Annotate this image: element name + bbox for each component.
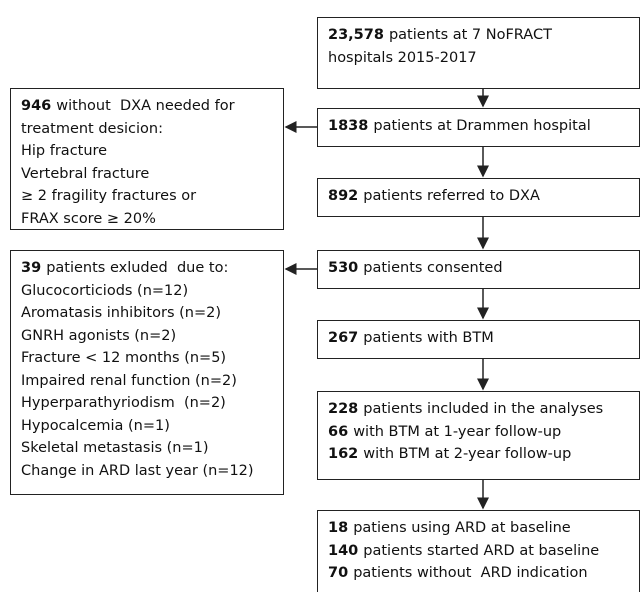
label: Vertebral fracture xyxy=(21,165,150,182)
label: Hip fracture xyxy=(21,143,108,159)
box-line: 162 with BTM at 2-year follow-up xyxy=(328,443,639,466)
label: with BTM at 1-year follow-up xyxy=(353,423,562,440)
label: Skeletal metastasis (n=1) xyxy=(21,440,209,456)
count: 267 xyxy=(328,330,359,346)
box-line: ≥ 2 fragility fractures or xyxy=(21,185,283,208)
label: with BTM at 2-year follow-up xyxy=(363,446,572,462)
box-line: 892 patients referred to DXA xyxy=(328,185,639,208)
count: 39 xyxy=(21,260,42,276)
label: without DXA needed for xyxy=(56,98,235,114)
count: 892 xyxy=(328,188,359,204)
box-line: Vertebral fracture xyxy=(21,163,283,186)
flow-box: 18 patiens using ARD at baseline 140 patien… xyxy=(317,510,640,592)
box-line: 267 patients with BTM xyxy=(328,327,639,350)
box-line: 23,578 patients at 7 NoFRACT xyxy=(328,24,639,47)
box-line: 140 patients started ARD at baseline xyxy=(328,540,639,563)
flow-box: 267 patients with BTM xyxy=(317,320,640,359)
label: patients at Drammen hospital xyxy=(373,118,591,134)
flow-box: 228 patients included in the analyses 66 wi… xyxy=(317,391,640,480)
label: patients without ARD indication xyxy=(353,565,588,581)
label: treatment desicion: xyxy=(21,120,164,137)
box-line: 70 patients without ARD indication xyxy=(328,562,639,585)
box-line: Fracture < 12 months (n=5) xyxy=(21,347,283,370)
count: 140 xyxy=(328,542,359,559)
label: patiens using ARD at baseline xyxy=(353,520,571,536)
label: ≥ 2 fragility fractures or xyxy=(21,188,197,204)
count: 162 xyxy=(328,446,359,462)
box-line: Glucocorticiods (n=12) xyxy=(21,280,283,303)
count: 530 xyxy=(328,260,359,276)
flow-box: 530 patients consented xyxy=(317,250,640,289)
label: Glucocorticiods (n=12) xyxy=(21,282,189,299)
flow-box: 23,578 patients at 7 NoFRACT hospitals 201… xyxy=(317,17,640,89)
flow-box: 1838 patients at Drammen hospital xyxy=(317,108,640,147)
box-line: 39 patients exluded due to: xyxy=(21,257,283,280)
label: patients started ARD at baseline xyxy=(363,542,600,559)
box-line: GNRH agonists (n=2) xyxy=(21,325,283,348)
count: 946 xyxy=(21,98,52,114)
box-line: hospitals 2015-2017 xyxy=(328,47,639,70)
count: 70 xyxy=(328,565,349,581)
label: patients referred to DXA xyxy=(363,188,540,204)
label: GNRH agonists (n=2) xyxy=(21,327,177,344)
label: patients with BTM xyxy=(363,330,494,346)
label: Fracture < 12 months (n=5) xyxy=(21,350,227,366)
box-line: 946 without DXA needed for xyxy=(21,95,283,118)
label: Change in ARD last year (n=12) xyxy=(21,462,254,479)
count: 228 xyxy=(328,401,359,417)
box-line: Hypocalcemia (n=1) xyxy=(21,415,283,438)
label: FRAX score ≥ 20% xyxy=(21,210,156,227)
box-line: Skeletal metastasis (n=1) xyxy=(21,437,283,460)
label: Impaired renal function (n=2) xyxy=(21,372,237,389)
box-line: 1838 patients at Drammen hospital xyxy=(328,115,639,138)
arrow-group xyxy=(284,89,489,510)
box-line: 18 patiens using ARD at baseline xyxy=(328,517,639,540)
flow-box: 39 patients exluded due to: Glucocorticiod… xyxy=(10,250,284,495)
count: 1838 xyxy=(328,118,369,134)
flow-box: 892 patients referred to DXA xyxy=(317,178,640,217)
label: Aromatasis inhibitors (n=2) xyxy=(21,305,221,321)
count: 18 xyxy=(328,520,349,536)
box-line: treatment desicion: xyxy=(21,118,283,141)
box-line: FRAX score ≥ 20% xyxy=(21,208,283,230)
flow-box: 946 without DXA needed for treatment desic… xyxy=(10,88,284,230)
label: Hyperparathyriodism (n=2) xyxy=(21,395,226,411)
box-line: 530 patients consented xyxy=(328,257,639,280)
label: Hypocalcemia (n=1) xyxy=(21,417,170,434)
count: 66 xyxy=(328,423,349,440)
box-line: 66 with BTM at 1-year follow-up xyxy=(328,421,639,444)
box-line: Impaired renal function (n=2) xyxy=(21,370,283,393)
label: patients exluded due to: xyxy=(46,260,229,276)
box-line: 228 patients included in the analyses xyxy=(328,398,639,421)
count: 23,578 xyxy=(328,27,384,43)
label: patients at 7 NoFRACT xyxy=(388,27,552,43)
label: hospitals 2015-2017 xyxy=(328,49,477,66)
box-line: Change in ARD last year (n=12) xyxy=(21,460,283,483)
box-line: Hip fracture xyxy=(21,140,283,163)
label: patients included in the analyses xyxy=(363,401,604,417)
box-line: Hyperparathyriodism (n=2) xyxy=(21,392,283,415)
label: patients consented xyxy=(363,260,503,276)
box-line: Aromatasis inhibitors (n=2) xyxy=(21,302,283,325)
